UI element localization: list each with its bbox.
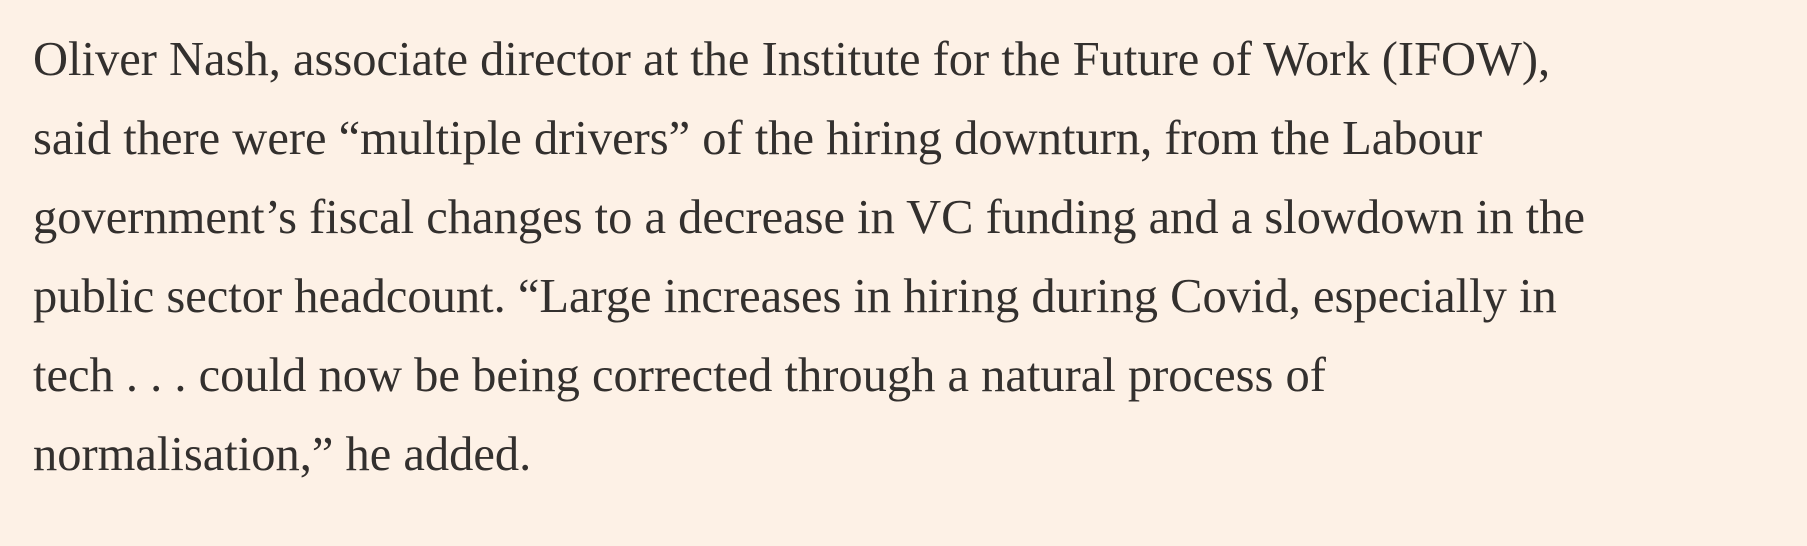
paragraph-line: public sector headcount. “Large increase… — [33, 270, 1557, 323]
paragraph-line: said there were “multiple drivers” of th… — [33, 112, 1483, 165]
paragraph-line: government’s fiscal changes to a decreas… — [33, 191, 1586, 244]
paragraph-line: normalisation,” he added. — [33, 428, 532, 481]
paragraph-line: tech . . . could now be being corrected … — [33, 349, 1326, 402]
paragraph-line: Oliver Nash, associate director at the I… — [33, 33, 1551, 86]
